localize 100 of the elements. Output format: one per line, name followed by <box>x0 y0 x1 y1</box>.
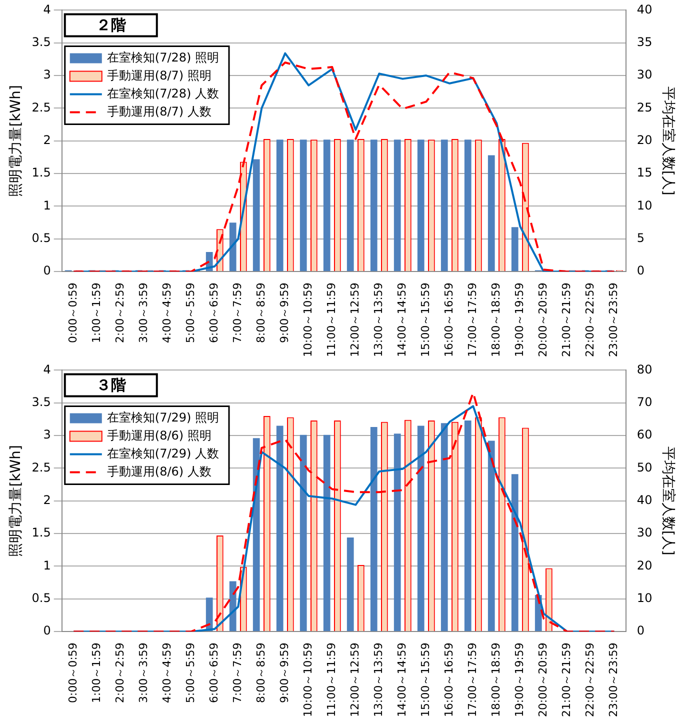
x-tick-label: 2:00～2:59 <box>114 642 126 704</box>
x-tick-label: 5:00～5:59 <box>184 642 198 704</box>
bar <box>346 140 354 272</box>
y-axis-title: 照明電力量[kWh] <box>8 85 24 197</box>
bar <box>323 140 330 272</box>
x-tick-label: 21:00～21:59 <box>560 642 574 718</box>
x-tick-label: 3:00～3:59 <box>137 642 150 704</box>
y-tick-label: 3.5 <box>32 395 51 409</box>
y-tick-label: 4 <box>43 362 51 376</box>
legend-label: 在室検知(7/28) 人数 <box>106 86 220 100</box>
chart-title: ２階 <box>96 16 127 34</box>
y-tick-label: 2 <box>43 133 51 148</box>
y-tick-label: 3.5 <box>32 35 51 49</box>
y-tick-label: 0 <box>43 624 51 638</box>
x-tick-label: 18:00～18:59 <box>490 642 503 718</box>
x-tick-label: 19:00～19:59 <box>513 282 526 358</box>
legend-label: 手動運用(8/7) 人数 <box>106 104 212 118</box>
bar <box>464 140 472 272</box>
chart-title: ３階 <box>96 376 127 394</box>
bar <box>229 222 236 272</box>
x-tick-label: 20:00～20:59 <box>536 282 550 358</box>
bar <box>394 434 401 632</box>
y-tick-label: 3 <box>43 428 51 442</box>
legend-label: 在室検知(7/29) 照明 <box>106 410 220 424</box>
legend-label: 手動運用(8/7) 照明 <box>106 68 212 82</box>
bar <box>440 423 448 632</box>
x-tick-label: 13:00～13:59 <box>372 642 386 718</box>
bar <box>440 140 448 272</box>
legend-label: 手動運用(8/6) 照明 <box>106 428 212 442</box>
x-tick-label: 11:00～11:59 <box>325 282 338 358</box>
bar <box>252 438 260 632</box>
x-tick-label: 12:00～12:59 <box>348 282 362 358</box>
x-tick-label: 17:00～17:59 <box>466 282 480 358</box>
y-tick-label: 2.5 <box>32 460 51 474</box>
y2-tick-label: 80 <box>636 362 652 376</box>
x-tick-label: 0:00～0:59 <box>66 282 80 344</box>
x-tick-label: 4:00～4:59 <box>160 282 174 344</box>
y-tick-label: 0.5 <box>32 591 51 606</box>
bar <box>252 159 260 272</box>
y2-tick-label: 10 <box>636 591 652 606</box>
bar <box>300 434 307 632</box>
y2-tick-label: 30 <box>636 526 652 540</box>
x-tick-label: 16:00～16:59 <box>442 282 456 358</box>
bar <box>464 420 472 632</box>
bar <box>511 474 518 632</box>
y-axis-title: 照明電力量[kWh] <box>8 445 24 557</box>
x-tick-label: 15:00～15:59 <box>419 642 432 718</box>
x-tick-label: 5:00～5:59 <box>184 282 198 344</box>
x-tick-label: 14:00～14:59 <box>396 282 409 358</box>
x-tick-label: 12:00～12:59 <box>348 642 362 718</box>
y-tick-label: 0.5 <box>32 231 51 246</box>
bar <box>370 140 378 272</box>
y2-tick-label: 40 <box>636 493 652 508</box>
x-tick-label: 13:00～13:59 <box>372 282 386 358</box>
y2-axis-title: 平均在室人数[人] <box>660 86 676 196</box>
y-tick-label: 1.5 <box>32 526 51 540</box>
x-tick-label: 15:00～15:59 <box>419 282 432 358</box>
y2-tick-label: 5 <box>636 231 645 246</box>
bar <box>300 140 307 272</box>
y2-tick-label: 15 <box>636 166 652 180</box>
y-tick-label: 1 <box>43 558 51 572</box>
x-tick-label: 1:00～1:59 <box>90 642 103 704</box>
x-tick-label: 4:00～4:59 <box>160 642 174 704</box>
y2-tick-label: 50 <box>636 460 652 474</box>
x-tick-label: 10:00～10:59 <box>302 282 315 358</box>
x-tick-label: 8:00～8:59 <box>254 642 268 704</box>
y-tick-label: 2.5 <box>32 100 51 114</box>
bar <box>417 140 424 272</box>
y2-tick-label: 10 <box>636 198 652 212</box>
x-tick-label: 19:00～19:59 <box>513 642 526 718</box>
x-tick-label: 21:00～21:59 <box>560 282 574 358</box>
x-tick-label: 7:00～7:59 <box>231 282 244 344</box>
y2-tick-label: 25 <box>636 100 652 114</box>
bar <box>276 426 284 632</box>
y2-tick-label: 0 <box>636 624 645 638</box>
x-tick-label: 1:00～1:59 <box>90 282 103 344</box>
x-tick-label: 8:00～8:59 <box>254 282 268 344</box>
bar <box>488 440 495 632</box>
y2-tick-label: 70 <box>636 395 652 409</box>
bar <box>488 155 495 272</box>
x-tick-label: 22:00～22:59 <box>584 282 597 358</box>
x-tick-label: 9:00～9:59 <box>278 642 292 704</box>
bar <box>229 581 236 632</box>
x-tick-label: 6:00～6:59 <box>208 642 221 704</box>
legend-label: 在室検知(7/28) 照明 <box>106 50 220 64</box>
y2-tick-label: 30 <box>636 68 652 82</box>
x-tick-label: 11:00～11:59 <box>325 642 338 718</box>
x-tick-label: 16:00～16:59 <box>442 642 456 718</box>
y2-tick-label: 0 <box>636 264 645 278</box>
y-tick-label: 4 <box>43 2 51 16</box>
bar <box>346 537 354 632</box>
y2-axis-title: 平均在室人数[人] <box>660 446 676 556</box>
x-tick-label: 6:00～6:59 <box>208 282 221 344</box>
y2-tick-label: 35 <box>636 35 652 49</box>
x-tick-label: 7:00～7:59 <box>231 642 244 704</box>
bar <box>394 140 401 272</box>
bar <box>417 426 424 632</box>
bar <box>323 434 330 632</box>
x-tick-label: 17:00～17:59 <box>466 642 480 718</box>
x-tick-label: 9:00～9:59 <box>278 282 292 344</box>
